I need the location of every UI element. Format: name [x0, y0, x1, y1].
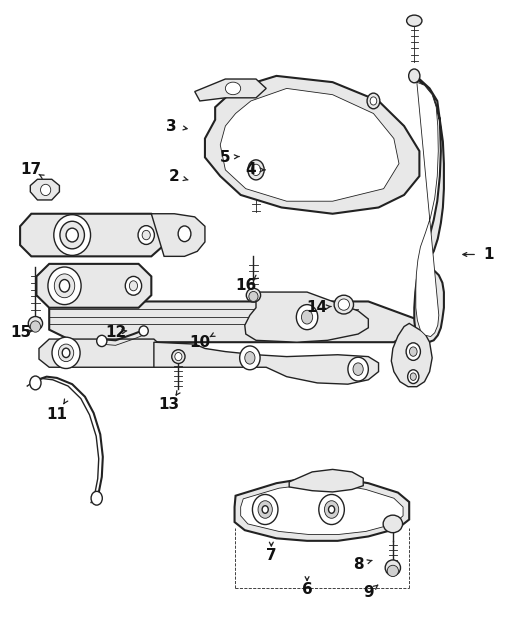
Text: 15: 15 — [11, 325, 32, 340]
Text: 11: 11 — [47, 407, 68, 422]
Ellipse shape — [142, 230, 151, 240]
Text: 10: 10 — [189, 335, 210, 350]
Ellipse shape — [251, 165, 261, 175]
Ellipse shape — [172, 350, 185, 364]
Ellipse shape — [138, 225, 155, 244]
Ellipse shape — [334, 295, 353, 314]
Ellipse shape — [178, 226, 191, 242]
Ellipse shape — [97, 335, 107, 347]
Polygon shape — [49, 301, 419, 342]
Polygon shape — [289, 469, 363, 492]
Ellipse shape — [367, 93, 380, 109]
Polygon shape — [220, 89, 399, 201]
Ellipse shape — [385, 560, 400, 576]
Ellipse shape — [409, 69, 420, 83]
Ellipse shape — [410, 347, 417, 356]
Polygon shape — [20, 214, 164, 256]
Polygon shape — [205, 76, 419, 214]
Text: 14: 14 — [307, 300, 328, 315]
Ellipse shape — [130, 281, 138, 291]
Ellipse shape — [54, 274, 75, 298]
Ellipse shape — [245, 352, 255, 364]
Text: 6: 6 — [302, 582, 312, 597]
Text: 8: 8 — [353, 557, 364, 572]
Ellipse shape — [66, 228, 78, 242]
Ellipse shape — [252, 494, 278, 524]
Ellipse shape — [408, 370, 419, 384]
Text: 1: 1 — [483, 247, 494, 262]
Ellipse shape — [125, 276, 142, 295]
Text: 2: 2 — [169, 169, 180, 183]
Ellipse shape — [28, 317, 42, 330]
Polygon shape — [36, 264, 152, 308]
Ellipse shape — [249, 291, 258, 301]
Ellipse shape — [175, 352, 182, 360]
Ellipse shape — [248, 160, 264, 180]
Polygon shape — [245, 292, 368, 342]
Ellipse shape — [296, 305, 318, 330]
Text: 7: 7 — [266, 548, 276, 563]
Ellipse shape — [406, 343, 420, 360]
Ellipse shape — [302, 310, 313, 324]
Ellipse shape — [225, 82, 241, 95]
Text: 12: 12 — [105, 325, 126, 340]
Text: 16: 16 — [235, 278, 257, 293]
Ellipse shape — [262, 506, 268, 513]
Polygon shape — [195, 79, 266, 101]
Ellipse shape — [40, 184, 51, 195]
Ellipse shape — [258, 501, 272, 518]
Polygon shape — [39, 339, 164, 367]
Ellipse shape — [410, 373, 416, 381]
Text: 9: 9 — [363, 585, 374, 600]
Polygon shape — [234, 478, 409, 541]
Text: 5: 5 — [220, 150, 231, 165]
Ellipse shape — [383, 515, 402, 533]
Polygon shape — [409, 76, 444, 342]
Ellipse shape — [30, 376, 41, 390]
Ellipse shape — [30, 321, 40, 332]
Ellipse shape — [387, 565, 398, 577]
Ellipse shape — [407, 15, 422, 26]
Polygon shape — [154, 342, 378, 384]
Polygon shape — [30, 179, 59, 200]
Ellipse shape — [139, 326, 148, 336]
Ellipse shape — [52, 337, 80, 369]
Ellipse shape — [59, 279, 70, 292]
Polygon shape — [391, 323, 432, 387]
Ellipse shape — [353, 363, 363, 376]
Ellipse shape — [48, 267, 81, 305]
Ellipse shape — [240, 346, 260, 370]
Ellipse shape — [348, 357, 368, 381]
Ellipse shape — [91, 491, 102, 505]
Ellipse shape — [338, 299, 350, 310]
Polygon shape — [416, 82, 439, 337]
Ellipse shape — [58, 344, 74, 362]
Ellipse shape — [329, 506, 335, 513]
Ellipse shape — [246, 288, 261, 302]
Text: 4: 4 — [246, 163, 256, 177]
Polygon shape — [241, 484, 403, 534]
Ellipse shape — [54, 215, 91, 256]
Text: 17: 17 — [21, 163, 42, 177]
Ellipse shape — [319, 494, 345, 524]
Text: 13: 13 — [159, 398, 180, 413]
Ellipse shape — [62, 348, 70, 357]
Ellipse shape — [370, 97, 377, 105]
Text: 3: 3 — [166, 119, 177, 134]
Ellipse shape — [60, 221, 84, 249]
Ellipse shape — [325, 501, 339, 518]
Polygon shape — [152, 214, 205, 256]
